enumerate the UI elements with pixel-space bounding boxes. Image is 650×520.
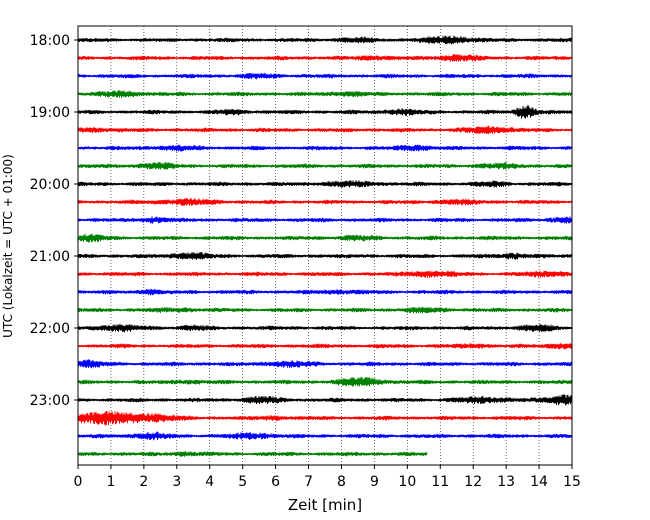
trace-row — [77, 144, 573, 152]
x-tick-label: 9 — [370, 474, 379, 490]
x-tick-label: 11 — [431, 474, 449, 490]
trace-row — [77, 125, 573, 135]
x-tick-label: 0 — [74, 474, 83, 490]
y-tick-label: 20:00 — [30, 177, 70, 193]
x-tick-label: 12 — [464, 474, 482, 490]
x-axis-label: Zeit [min] — [288, 496, 362, 514]
y-tick-label: 21:00 — [30, 249, 70, 265]
trace-row — [77, 233, 573, 243]
trace-row — [77, 216, 573, 224]
trace-row — [77, 90, 573, 99]
trace-row — [77, 72, 573, 80]
y-tick-label: 18:00 — [30, 33, 70, 49]
x-tick-label: 6 — [271, 474, 280, 490]
y-axis-label: UTC (Lokalzeit = UTC + 01:00) — [1, 154, 15, 338]
trace-row — [77, 376, 573, 387]
trace-row — [77, 35, 573, 45]
x-axis-ticks: 0 1 2 3 4 5 6 7 8 9 10 11 12 13 14 15 — [74, 465, 581, 490]
x-tick-label: 15 — [563, 474, 581, 490]
trace-row — [77, 197, 573, 207]
x-tick-label: 8 — [337, 474, 346, 490]
trace-row — [77, 288, 573, 296]
x-tick-label: 13 — [497, 474, 515, 490]
y-tick-label: 22:00 — [30, 321, 70, 337]
x-tick-label: 5 — [238, 474, 247, 490]
y-axis-ticks: 18:00 19:00 20:00 21:00 22:00 23:00 — [30, 33, 78, 409]
trace-row — [77, 270, 573, 278]
x-tick-label: 14 — [530, 474, 548, 490]
trace-row — [77, 359, 573, 369]
trace-row — [77, 431, 573, 441]
x-tick-label: 1 — [106, 474, 115, 490]
seismic-traces — [77, 35, 573, 457]
plot-background — [78, 26, 572, 465]
trace-row — [77, 251, 573, 260]
x-tick-label: 10 — [398, 474, 416, 490]
grid-lines — [110, 26, 540, 465]
trace-row — [77, 180, 573, 188]
trace-row — [77, 104, 573, 119]
trace-row — [77, 342, 573, 350]
y-tick-label: 19:00 — [30, 105, 70, 121]
x-tick-label: 4 — [205, 474, 214, 490]
trace-row — [77, 306, 573, 314]
x-tick-label: 7 — [304, 474, 313, 490]
trace-row — [77, 394, 573, 406]
trace-row — [77, 451, 428, 457]
x-tick-label: 3 — [172, 474, 181, 490]
trace-row — [77, 323, 573, 333]
x-tick-label: 2 — [139, 474, 148, 490]
trace-row — [77, 54, 573, 62]
trace-row — [77, 410, 573, 426]
plot-frame — [77, 25, 573, 466]
y-tick-label: 23:00 — [30, 393, 70, 409]
trace-row — [77, 161, 573, 170]
